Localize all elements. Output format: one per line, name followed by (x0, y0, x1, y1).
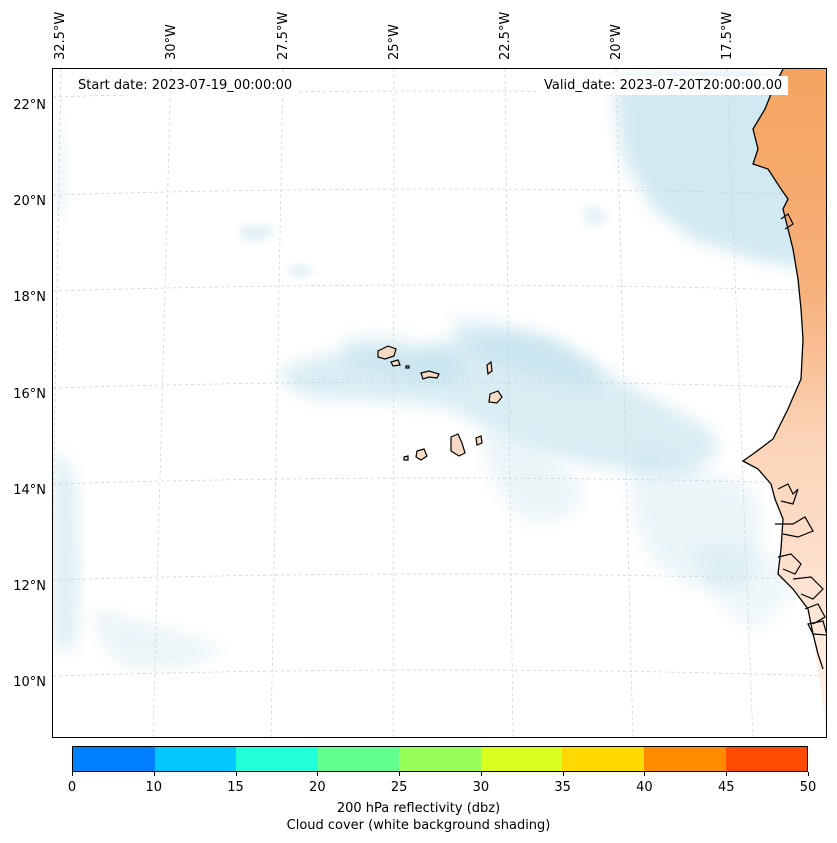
colorbar-tickmark (644, 772, 646, 776)
colorbar-sublabel: Cloud cover (white background shading) (286, 818, 551, 833)
lon-label-22.5w: 22.5°W (498, 11, 513, 60)
map-svg (53, 69, 826, 737)
colorbar-tick-label: 0 (67, 780, 77, 795)
lat-label-16n: 16°N (13, 387, 46, 402)
colorbar-tick-label: 25 (390, 780, 408, 795)
coastline-africa (741, 69, 824, 670)
island-fogo (415, 448, 428, 461)
start-date-label: Start date: 2023-07-19_00:00:00 (72, 76, 299, 95)
colorbar-tick-label: 35 (554, 780, 571, 795)
colorbar-tick-label: 50 (799, 780, 817, 795)
colorbar-tickmark (153, 772, 155, 776)
lon-label-32.5w: 32.5°W (53, 11, 68, 60)
lat-label-18n: 18°N (13, 290, 46, 305)
island-sao-vicente (390, 359, 401, 367)
colorbar-segment-3 (317, 747, 400, 771)
colorbar (72, 746, 808, 772)
island-santo-antao (377, 345, 397, 360)
colorbar-tick-label: 30 (472, 780, 490, 795)
island-maio (475, 435, 483, 446)
lon-label-20w: 20°W (609, 24, 624, 60)
colorbar-label: 200 hPa reflectivity (dbz) (336, 801, 501, 816)
map-canvas[interactable] (52, 68, 827, 738)
lat-label-20n: 20°N (13, 194, 46, 209)
island-santa-luzia (405, 365, 410, 369)
colorbar-tick-label: 20 (309, 780, 326, 795)
colorbar-tickmark (808, 772, 809, 776)
lat-label-14n: 14°N (13, 483, 46, 498)
colorbar-tickmark (480, 772, 482, 776)
colorbar-segment-0 (73, 747, 155, 771)
land-africa (743, 69, 826, 725)
colorbar-segment-1 (154, 747, 237, 771)
colorbar-tickmark (235, 772, 237, 776)
lat-label-12n: 12°N (13, 579, 46, 594)
colorbar-segment-5 (480, 747, 563, 771)
island-sal (486, 360, 493, 376)
lat-label-22n: 22°N (13, 98, 46, 113)
lat-label-10n: 10°N (13, 675, 46, 690)
colorbar-tick-label: 10 (145, 780, 163, 795)
cloud-cover-shading (53, 74, 803, 669)
colorbar-segment-6 (562, 747, 644, 771)
island-brava (403, 455, 409, 461)
lon-label-30w: 30°W (164, 24, 179, 60)
valid-date-label: Valid_date: 2023-07-20T20:00:00.00 (538, 76, 789, 95)
colorbar-tickmark (72, 772, 73, 776)
colorbar-tick-label: 45 (717, 780, 735, 795)
island-santiago (450, 433, 466, 457)
colorbar-tickmark (399, 772, 401, 776)
island-boa-vista (488, 390, 503, 404)
lon-label-27.5w: 27.5°W (276, 11, 291, 60)
colorbar-tick-label: 15 (227, 780, 244, 795)
colorbar-segment-8 (725, 747, 808, 771)
cape-verde-islands (377, 345, 503, 461)
colorbar-tick-label: 40 (636, 780, 653, 795)
colorbar-tickmark (562, 772, 564, 776)
coastline-details (775, 213, 826, 636)
lon-label-25w: 25°W (387, 24, 402, 60)
colorbar-segment-4 (399, 747, 481, 771)
colorbar-segment-2 (236, 747, 318, 771)
colorbar-tickmark (317, 772, 319, 776)
colorbar-tickmark (726, 772, 728, 776)
colorbar-segment-7 (643, 747, 726, 771)
lon-label-17.5w: 17.5°W (720, 11, 735, 60)
island-sao-nicolau (420, 370, 440, 380)
